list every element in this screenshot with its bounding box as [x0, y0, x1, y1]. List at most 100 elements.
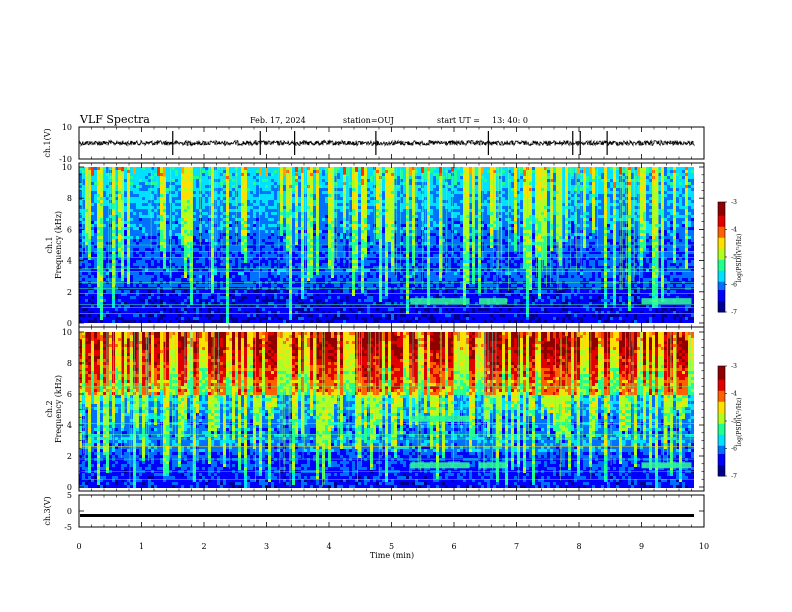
spectrogram-cell [298, 293, 301, 296]
spectrogram-cell [79, 293, 82, 296]
spectrogram-cell [313, 278, 316, 281]
spectrogram-cell [187, 284, 190, 287]
spectrogram-cell [223, 284, 226, 287]
spectrogram-cell [307, 227, 310, 230]
spectrogram-cell [337, 266, 340, 269]
spectrogram-cell [136, 275, 139, 278]
spectrogram-cell [361, 209, 364, 212]
spectrogram-cell [226, 272, 229, 275]
spectrogram-cell [346, 302, 349, 305]
spectrogram-cell [253, 314, 256, 317]
spectrogram-cell [196, 179, 199, 182]
spectrogram-cell [229, 311, 232, 314]
spectrogram-cell [91, 227, 94, 230]
spectrogram-cell [334, 269, 337, 272]
spectrogram-cell [304, 314, 307, 317]
spectrogram-cell [220, 203, 223, 206]
spectrogram-cell [103, 263, 106, 266]
spectrogram-cell [136, 167, 139, 170]
spectrogram-cell [172, 305, 175, 308]
spectrogram-cell [274, 320, 277, 323]
spectrogram-cell [235, 311, 238, 314]
spectrogram-cell [277, 221, 280, 224]
spectrogram-cell [358, 293, 361, 296]
spectrogram-cell [154, 251, 157, 254]
spectrogram-cell [151, 188, 154, 191]
spectrogram-cell [358, 266, 361, 269]
spectrogram-cell [259, 299, 262, 302]
spectrogram-cell [193, 299, 196, 302]
spectrogram-cell [232, 260, 235, 263]
spectrogram-cell [181, 173, 184, 176]
spectrogram-cell [244, 203, 247, 206]
spectrogram-cell [289, 278, 292, 281]
spectrogram-cell [151, 194, 154, 197]
spectrogram-cell [358, 263, 361, 266]
spectrogram-cell [178, 266, 181, 269]
spectrogram-cell [331, 167, 334, 170]
spectrogram-cell [154, 224, 157, 227]
spectrogram-cell [277, 236, 280, 239]
spectrogram-cell [244, 284, 247, 287]
spectrogram-cell [325, 263, 328, 266]
spectrogram-cell [196, 314, 199, 317]
spectrogram-cell [157, 296, 160, 299]
spectrogram-cell [280, 296, 283, 299]
spectrogram-cell [220, 179, 223, 182]
spectrogram-cell [88, 275, 91, 278]
spectrogram-cell [307, 242, 310, 245]
spectrogram-cell [259, 284, 262, 287]
spectrogram-cell [349, 191, 352, 194]
spectrogram-cell [211, 209, 214, 212]
spectrogram-cell [295, 275, 298, 278]
spectrogram-cell [187, 188, 190, 191]
spectrogram-cell [163, 236, 166, 239]
spectrogram-cell [139, 182, 142, 185]
spectrogram-cell [250, 308, 253, 311]
spectrogram-cell [202, 263, 205, 266]
spectrogram-cell [154, 206, 157, 209]
spectrogram-cell [175, 248, 178, 251]
spectrogram-cell [211, 170, 214, 173]
spectrogram-cell [256, 221, 259, 224]
spectrogram-cell [319, 182, 322, 185]
spectrogram-cell [178, 236, 181, 239]
spectrogram-cell [112, 302, 115, 305]
spectrogram-cell [121, 203, 124, 206]
spectrogram-cell [115, 260, 118, 263]
spectrogram-cell [283, 263, 286, 266]
spectrogram-cell [217, 278, 220, 281]
spectrogram-cell [112, 215, 115, 218]
spectrogram-cell [271, 248, 274, 251]
spectrogram-cell [199, 275, 202, 278]
spectrogram-cell [190, 257, 193, 260]
spectrogram-cell [304, 305, 307, 308]
spectrogram-cell [127, 185, 130, 188]
spectrogram-cell [208, 257, 211, 260]
spectrogram-cell [313, 290, 316, 293]
spectrogram-cell [262, 218, 265, 221]
spectrogram-cell [292, 185, 295, 188]
spectrogram-cell [220, 284, 223, 287]
spectrogram-cell [346, 308, 349, 311]
spectrogram-cell [157, 176, 160, 179]
spectrogram-cell [307, 290, 310, 293]
spectrogram-cell [289, 236, 292, 239]
spectrogram-cell [151, 185, 154, 188]
spectrogram-cell [94, 215, 97, 218]
spectrogram-cell [202, 299, 205, 302]
spectrogram-cell [331, 299, 334, 302]
spectrogram-cell [277, 170, 280, 173]
spectrogram-cell [148, 293, 151, 296]
spectrogram-cell [241, 218, 244, 221]
spectrogram-cell [238, 197, 241, 200]
spectrogram-cell [211, 284, 214, 287]
spectrogram-cell [232, 212, 235, 215]
spectrogram-cell [106, 311, 109, 314]
spectrogram-cell [205, 176, 208, 179]
spectrogram-cell [307, 275, 310, 278]
spectrogram-cell [136, 314, 139, 317]
spectrogram-cell [190, 239, 193, 242]
spectrogram-cell [100, 233, 103, 236]
spectrogram-cell [346, 167, 349, 170]
